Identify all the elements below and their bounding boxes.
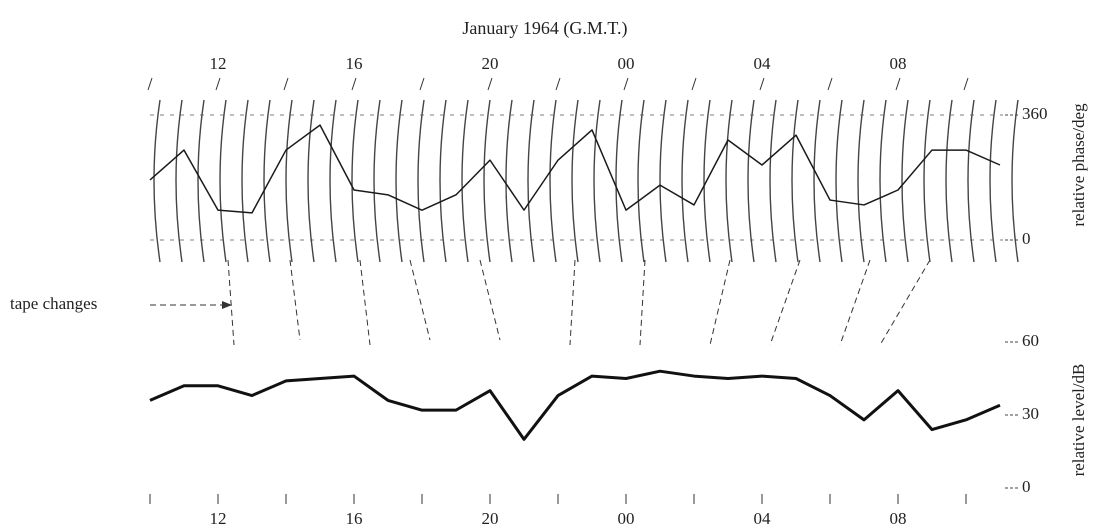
paper-arc xyxy=(373,99,381,263)
paper-arc xyxy=(1011,99,1019,263)
x-tick xyxy=(487,77,493,91)
y-tick-label: 360 xyxy=(1022,104,1048,123)
paper-arc xyxy=(351,99,359,263)
paper-arc xyxy=(417,99,425,263)
paper-arc xyxy=(791,99,799,263)
paper-arc xyxy=(945,99,953,263)
paper-arc xyxy=(637,99,645,263)
x-tick xyxy=(759,77,765,91)
paper-arc xyxy=(703,99,711,263)
paper-arc xyxy=(681,99,689,263)
x-tick-label: 00 xyxy=(618,509,635,528)
x-tick-label: 04 xyxy=(754,509,772,528)
paper-arc xyxy=(197,99,205,263)
x-tick xyxy=(555,77,561,91)
data-line xyxy=(149,124,1001,214)
y-tick-label: 30 xyxy=(1022,404,1039,423)
paper-arc xyxy=(285,99,293,263)
paper-arc xyxy=(263,99,271,263)
paper-arc xyxy=(483,99,491,263)
paper-arc xyxy=(879,99,887,263)
paper-arc xyxy=(461,99,469,263)
x-tick-label: 16 xyxy=(346,54,363,73)
paper-arc xyxy=(835,99,843,263)
data-line xyxy=(149,369,1001,441)
x-tick xyxy=(215,77,221,91)
paper-arc xyxy=(153,99,161,263)
x-tick-label: 12 xyxy=(210,509,227,528)
paper-arc xyxy=(549,99,557,263)
paper-arc xyxy=(593,99,601,263)
paper-arc xyxy=(395,99,403,263)
paper-arc xyxy=(175,99,183,263)
x-tick-label: 12 xyxy=(210,54,227,73)
paper-arc xyxy=(571,99,579,263)
x-tick-label: 08 xyxy=(890,509,907,528)
paper-arc xyxy=(747,99,755,263)
annotation: tape changes xyxy=(10,294,97,313)
x-tick xyxy=(691,77,697,91)
x-tick xyxy=(623,77,629,91)
y-axis-title: relative phase/deg xyxy=(1069,103,1088,227)
y-axis-title: relative level/dB xyxy=(1069,364,1088,477)
paper-arc xyxy=(857,99,865,263)
x-tick-label: 20 xyxy=(482,509,499,528)
paper-arc xyxy=(439,99,447,263)
paper-arc xyxy=(505,99,513,263)
paper-arc xyxy=(329,99,337,263)
paper-arc xyxy=(901,99,909,263)
y-tick-label: 60 xyxy=(1022,331,1039,350)
x-tick-label: 08 xyxy=(890,54,907,73)
x-tick-label: 00 xyxy=(618,54,635,73)
x-tick xyxy=(419,77,425,91)
x-tick xyxy=(827,77,833,91)
chart-title: January 1964 (G.M.T.) xyxy=(462,18,627,39)
paper-arc xyxy=(769,99,777,263)
paper-arc xyxy=(219,99,227,263)
x-tick-label: 20 xyxy=(482,54,499,73)
paper-arc xyxy=(307,99,315,263)
x-tick xyxy=(283,77,289,91)
paper-arc xyxy=(813,99,821,263)
x-tick xyxy=(147,77,153,91)
x-tick-label: 04 xyxy=(754,54,772,73)
paper-arc xyxy=(527,99,535,263)
x-tick xyxy=(351,77,357,91)
paper-arc xyxy=(923,99,931,263)
paper-arc xyxy=(967,99,975,263)
x-tick xyxy=(895,77,901,91)
tape-change-markers xyxy=(150,259,931,346)
x-tick-label: 16 xyxy=(346,509,363,528)
paper-arc xyxy=(989,99,997,263)
paper-arc xyxy=(725,99,733,263)
paper-arc xyxy=(659,99,667,263)
y-tick-label: 0 xyxy=(1022,477,1031,496)
y-tick-label: 0 xyxy=(1022,229,1031,248)
paper-arc xyxy=(615,99,623,263)
paper-arc xyxy=(241,99,249,263)
x-tick xyxy=(963,77,969,91)
